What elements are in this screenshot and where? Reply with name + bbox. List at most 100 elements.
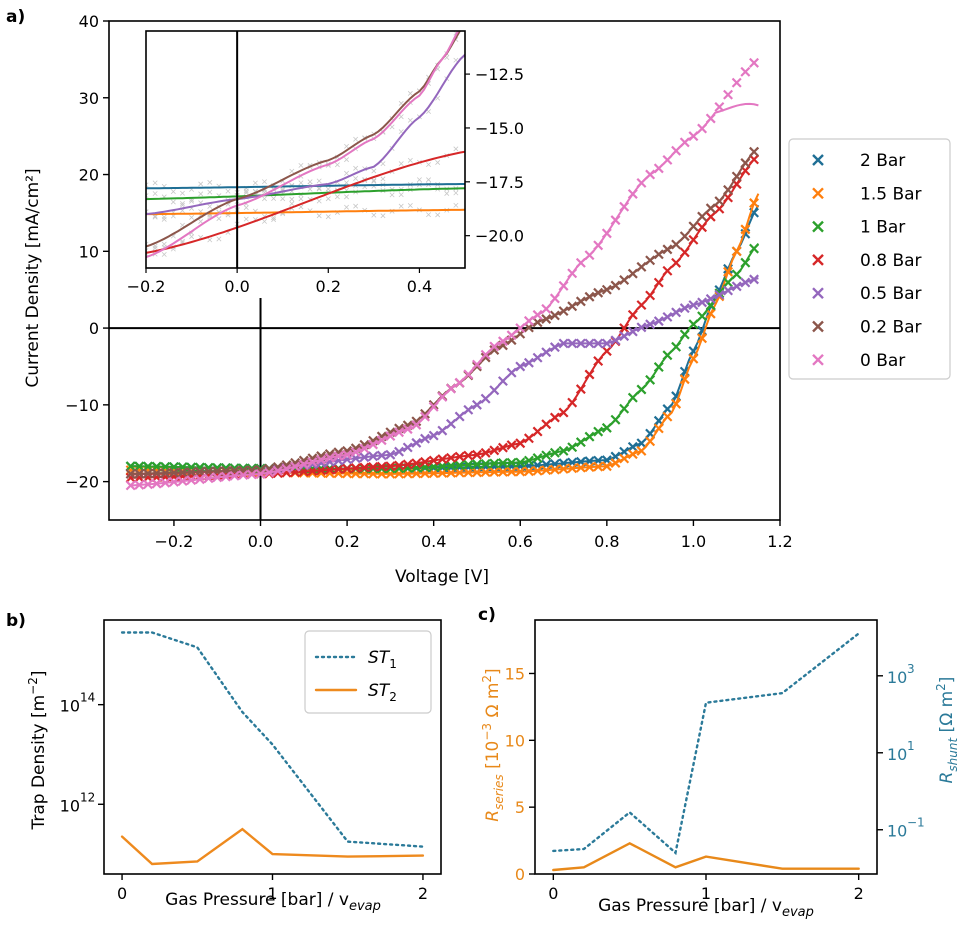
inset-marker xyxy=(334,194,340,200)
jv-marker xyxy=(307,457,318,468)
inset-marker xyxy=(371,168,377,174)
jv-marker xyxy=(454,467,465,478)
jv-marker xyxy=(549,342,560,353)
resistance-line-R_shunt xyxy=(552,632,860,856)
jv-marker xyxy=(342,449,353,460)
jv-marker xyxy=(203,473,214,484)
jv-marker xyxy=(688,234,699,245)
inset-marker xyxy=(216,236,222,242)
jv-marker xyxy=(541,303,552,314)
jv-marker xyxy=(316,465,327,476)
inset-marker xyxy=(298,162,304,168)
inset-fit-0-8-Bar xyxy=(146,150,465,254)
jv-marker xyxy=(662,311,673,322)
jv-marker xyxy=(627,392,638,403)
inset-marker xyxy=(207,179,213,185)
jv-marker xyxy=(454,451,465,462)
jv-marker xyxy=(723,184,734,195)
inset-marker xyxy=(179,202,185,208)
jv-x-tick-label: 0.8 xyxy=(594,532,619,551)
jv-marker xyxy=(402,424,413,435)
jv-marker xyxy=(428,455,439,466)
jv-marker xyxy=(575,257,586,268)
jv-marker xyxy=(567,463,578,474)
jv-x-tick-label: 1.2 xyxy=(767,532,792,551)
jv-marker xyxy=(601,461,612,472)
jv-marker xyxy=(134,468,145,479)
inset-marker xyxy=(271,217,277,223)
inset-marker xyxy=(353,165,359,171)
jv-marker xyxy=(749,243,760,254)
inset-marker xyxy=(189,234,195,240)
jv-x-tick-label: 0.0 xyxy=(248,532,273,551)
jv-marker xyxy=(290,461,301,472)
jv-fit-line xyxy=(130,277,759,475)
jv-marker xyxy=(593,356,604,367)
jv-y-tick-label: 20 xyxy=(79,166,99,185)
inset-marker xyxy=(389,124,395,130)
jv-marker xyxy=(653,362,664,372)
jv-marker xyxy=(723,89,734,100)
trap-x-tick-label: 2 xyxy=(418,884,428,903)
trap-y-tick-label: 10 xyxy=(60,796,80,815)
jv-marker xyxy=(246,469,257,480)
jv-marker xyxy=(125,472,136,483)
jv-marker xyxy=(411,419,422,430)
legend-marker xyxy=(812,220,824,233)
jv-marker xyxy=(705,203,716,214)
inset-marker xyxy=(407,157,413,163)
inset-marker xyxy=(407,90,413,96)
inset-background xyxy=(146,31,465,268)
jv-marker xyxy=(627,441,638,452)
inset-frame xyxy=(145,30,466,269)
jv-marker xyxy=(558,338,569,349)
jv-marker xyxy=(471,399,482,410)
jv-marker xyxy=(489,445,500,456)
inset-marker xyxy=(316,198,322,204)
jv-marker xyxy=(584,250,595,261)
inset-fit-2-Bar xyxy=(146,183,465,190)
inset-x-tick-label: −0.2 xyxy=(127,277,166,296)
jv-marker xyxy=(567,338,578,349)
jv-marker xyxy=(645,436,656,447)
jv-marker xyxy=(480,447,491,458)
jv-marker xyxy=(636,438,647,449)
jv-marker xyxy=(471,459,482,470)
inset-marker xyxy=(453,146,459,152)
inset-marker xyxy=(426,162,432,168)
jv-marker xyxy=(636,261,647,272)
jv-marker xyxy=(454,411,465,422)
jv-x-tick-label: 0.4 xyxy=(421,532,446,551)
legend-box xyxy=(788,138,951,380)
jv-marker xyxy=(515,361,526,372)
inset-x-tick-label: 0.0 xyxy=(224,277,249,296)
jv-marker xyxy=(593,287,604,298)
jv-marker xyxy=(723,285,734,296)
inset-marker xyxy=(380,176,386,182)
inset-marker xyxy=(316,213,322,219)
jv-marker xyxy=(749,57,760,68)
jv-x-tick-label: 0.2 xyxy=(334,532,359,551)
jv-marker xyxy=(619,453,630,464)
jv-marker xyxy=(705,211,716,222)
jv-marker xyxy=(506,330,517,341)
jv-marker xyxy=(749,146,760,157)
inset-fit-0-5-Bar xyxy=(146,53,465,216)
jv-marker xyxy=(515,466,526,477)
jv-marker xyxy=(731,246,742,257)
inset-y-tick-label: −12.5 xyxy=(475,65,524,84)
jv-marker xyxy=(497,466,508,477)
inset-marker xyxy=(243,188,249,194)
jv-marker xyxy=(489,345,500,355)
jv-marker xyxy=(688,221,699,232)
inset-marker xyxy=(198,219,204,224)
jv-marker xyxy=(714,101,725,112)
inset-marker xyxy=(161,214,167,220)
jv-marker xyxy=(350,463,361,474)
jv-marker xyxy=(532,352,543,363)
jv-marker xyxy=(480,352,491,363)
inset-marker xyxy=(198,181,204,187)
trap-x-tick-label: 1 xyxy=(267,884,277,903)
inset-marker xyxy=(389,192,395,198)
